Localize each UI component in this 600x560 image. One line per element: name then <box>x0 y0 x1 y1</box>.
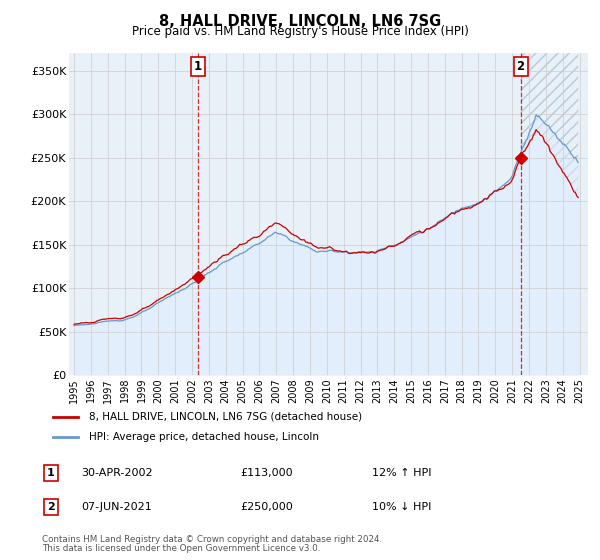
Text: 07-JUN-2021: 07-JUN-2021 <box>81 502 152 512</box>
Text: 2: 2 <box>517 60 524 73</box>
Text: Price paid vs. HM Land Registry's House Price Index (HPI): Price paid vs. HM Land Registry's House … <box>131 25 469 38</box>
Text: 8, HALL DRIVE, LINCOLN, LN6 7SG (detached house): 8, HALL DRIVE, LINCOLN, LN6 7SG (detache… <box>89 412 362 422</box>
Text: 2: 2 <box>47 502 55 512</box>
Text: 1: 1 <box>194 60 202 73</box>
Text: £113,000: £113,000 <box>240 468 293 478</box>
Text: 10% ↓ HPI: 10% ↓ HPI <box>372 502 431 512</box>
Text: HPI: Average price, detached house, Lincoln: HPI: Average price, detached house, Linc… <box>89 432 319 442</box>
Text: 8, HALL DRIVE, LINCOLN, LN6 7SG: 8, HALL DRIVE, LINCOLN, LN6 7SG <box>159 14 441 29</box>
Text: 12% ↑ HPI: 12% ↑ HPI <box>372 468 431 478</box>
Text: Contains HM Land Registry data © Crown copyright and database right 2024.: Contains HM Land Registry data © Crown c… <box>42 535 382 544</box>
Text: This data is licensed under the Open Government Licence v3.0.: This data is licensed under the Open Gov… <box>42 544 320 553</box>
Text: £250,000: £250,000 <box>240 502 293 512</box>
Text: 1: 1 <box>47 468 55 478</box>
Text: 30-APR-2002: 30-APR-2002 <box>81 468 152 478</box>
